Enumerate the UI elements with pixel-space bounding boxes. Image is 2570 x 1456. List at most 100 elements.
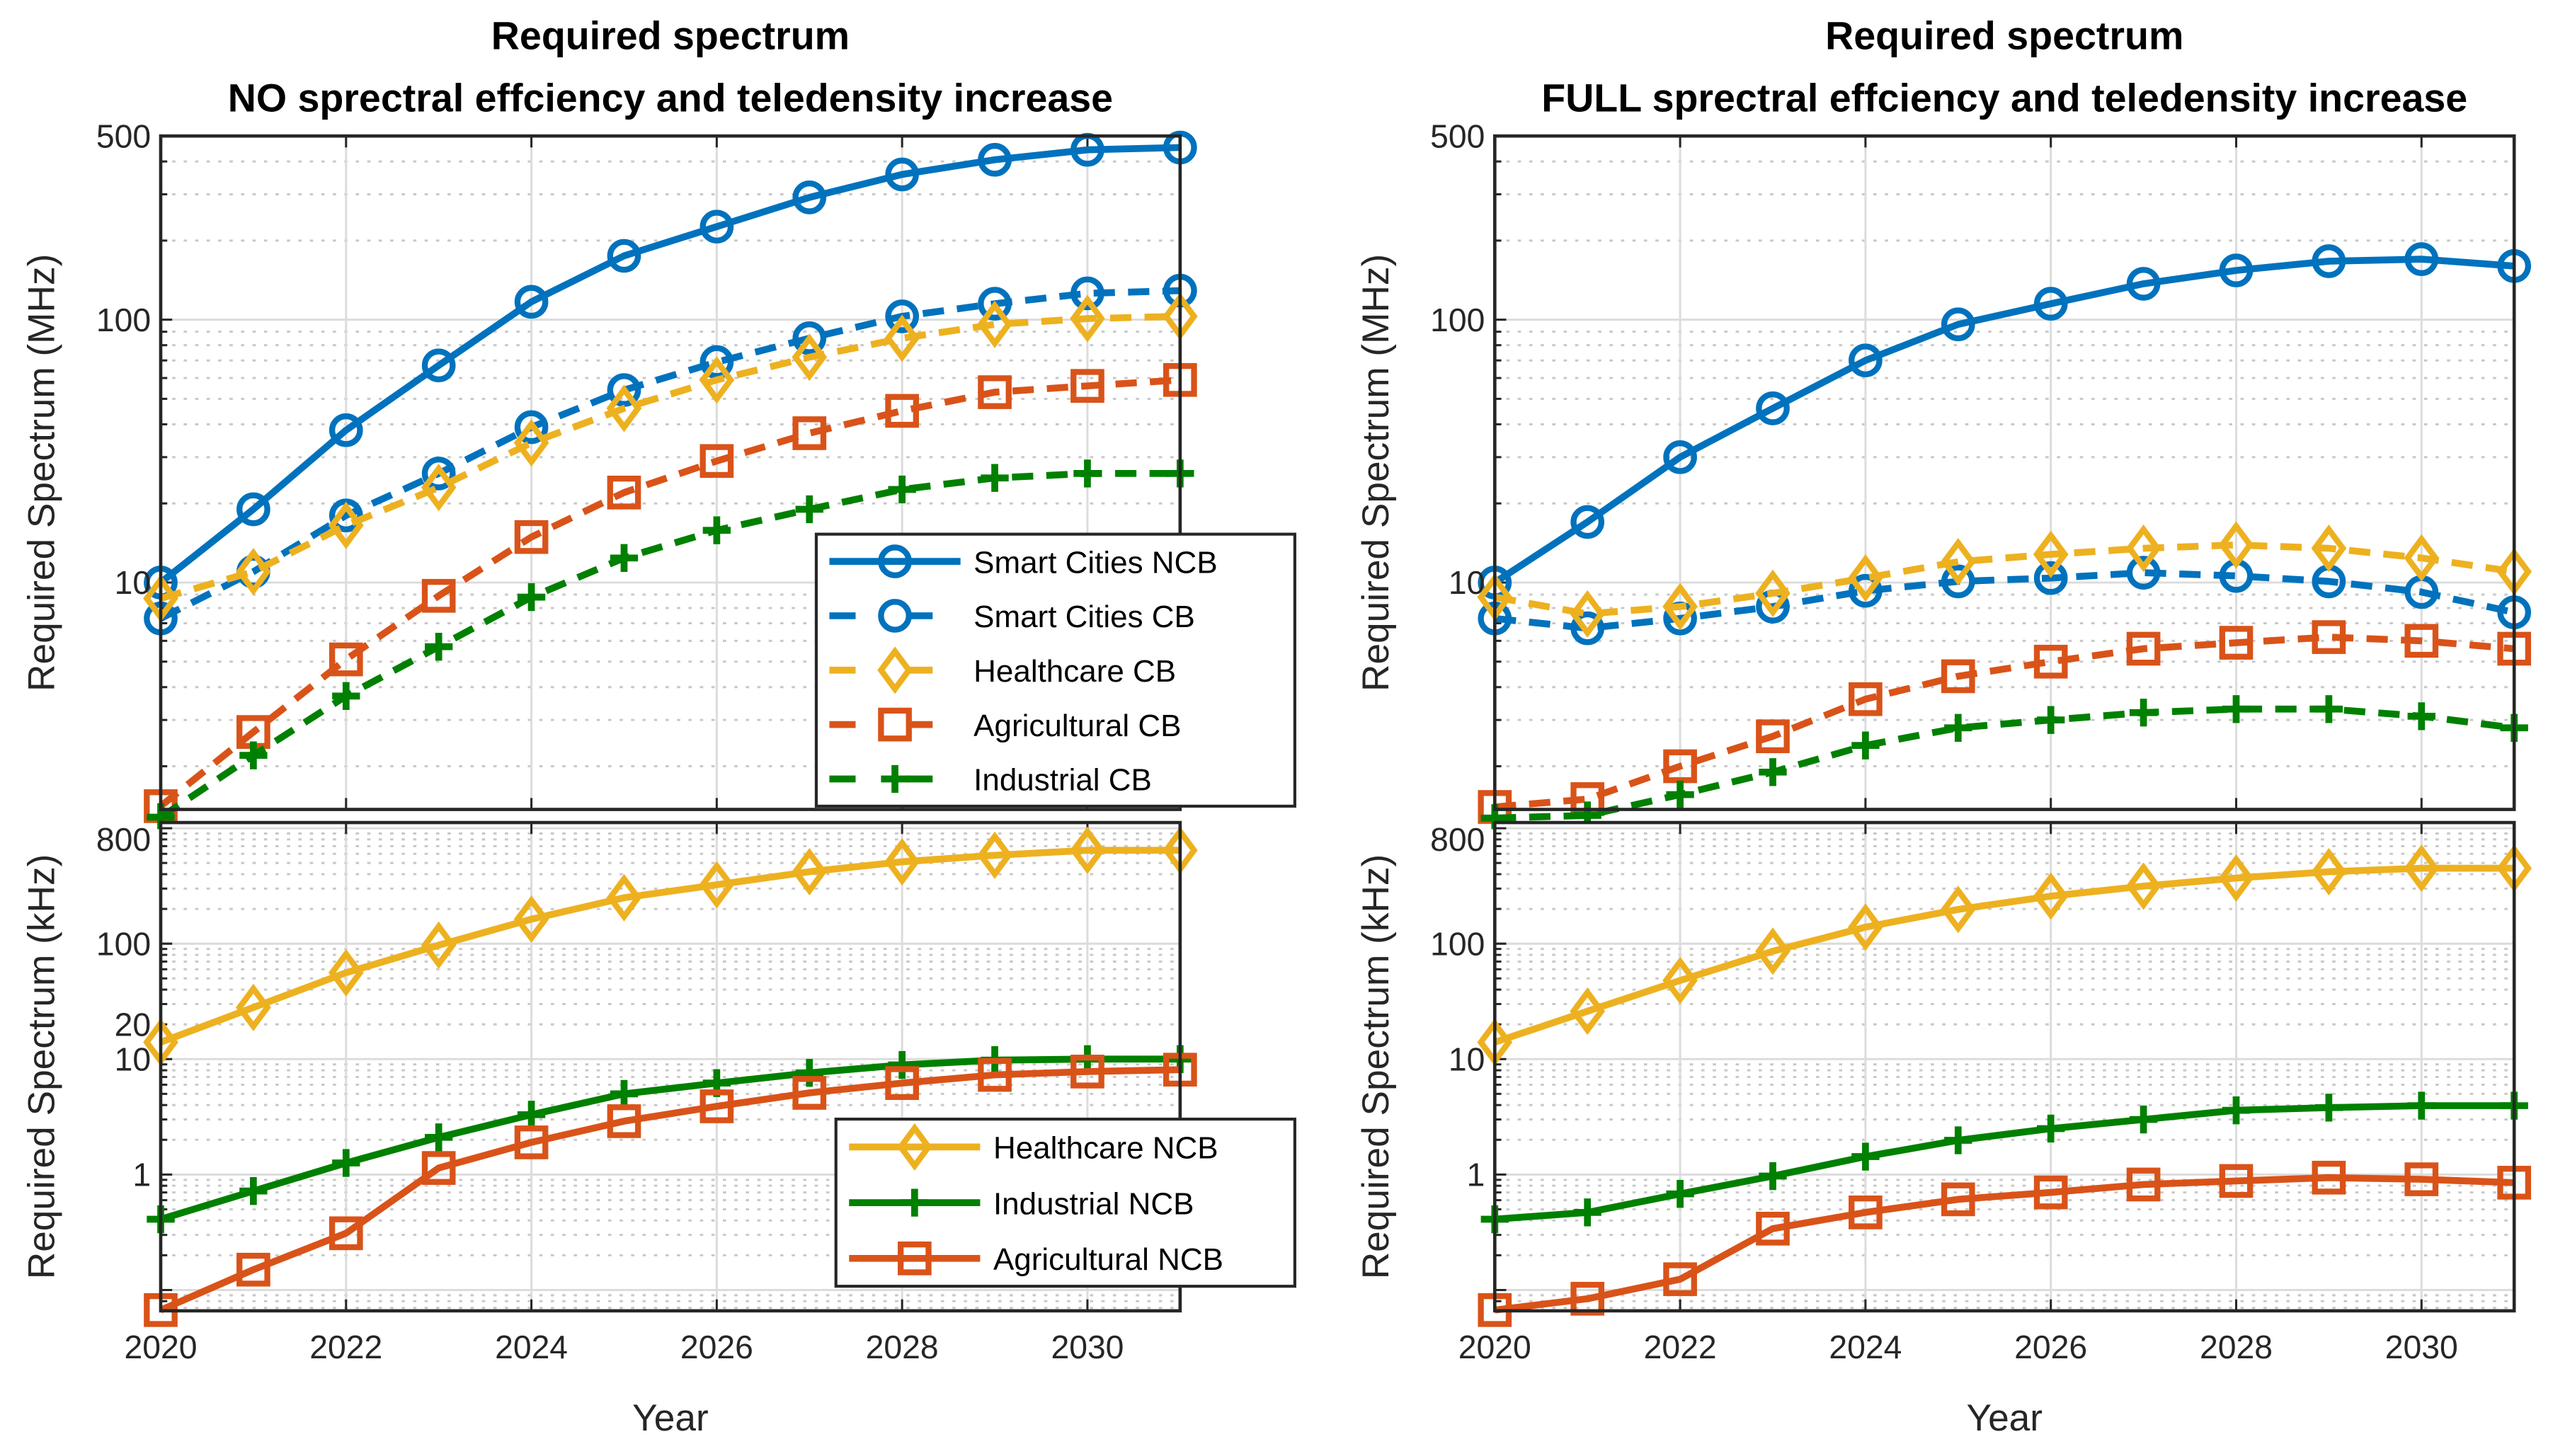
y-tick-label: 10 — [115, 1041, 151, 1077]
data-point-marker — [2125, 524, 2161, 573]
data-point-marker — [977, 300, 1012, 348]
data-point-marker — [328, 948, 364, 997]
axes-box — [1492, 134, 2516, 811]
legend-entry: Agricultural CB — [829, 707, 1181, 743]
legend-box — [814, 532, 1296, 808]
data-point-marker — [332, 682, 360, 711]
data-point-marker — [329, 1216, 363, 1251]
data-point-marker — [888, 475, 916, 504]
plot-area — [1495, 136, 2515, 810]
legend-label: Smart Cities CB — [973, 600, 1195, 634]
y-tick-label: 10 — [1449, 1041, 1485, 1077]
data-point-marker — [1849, 573, 1883, 608]
y-axis-label: Required Spectrum (MHz) — [1355, 254, 1397, 692]
data-point-marker — [2222, 695, 2251, 723]
legend-label: Agricultural CB — [973, 709, 1181, 743]
legend-entry: Healthcare NCB — [849, 1123, 1218, 1171]
data-point-marker — [1570, 611, 1605, 646]
subplot-left-top: 10 100 500 Required Spectrum (MHz) Smart Cit… — [21, 117, 1296, 830]
data-point-marker — [2407, 1091, 2435, 1120]
series-healthcare-ncb — [143, 826, 1198, 1067]
legend-entry: Smart Cities NCB — [829, 544, 1218, 580]
x-tick-label: 2020 — [1458, 1329, 1531, 1365]
x-axis-label: Year — [1966, 1397, 2043, 1439]
legend-entry: Industrial NCB — [849, 1186, 1194, 1221]
data-point-marker — [2219, 626, 2254, 660]
y-tick-label: 10 — [1449, 564, 1485, 601]
data-point-marker — [606, 384, 642, 432]
legend-entry: Healthcare CB — [829, 646, 1176, 694]
data-point-marker — [1851, 731, 1880, 759]
data-point-marker — [1848, 903, 1883, 951]
series-smart-cities-ncb — [144, 130, 1197, 600]
data-point-marker — [514, 285, 549, 319]
data-point-marker — [1941, 659, 1975, 694]
x-tick-label: 2024 — [1829, 1329, 1902, 1365]
data-point-marker — [2312, 244, 2346, 278]
data-point-marker — [1663, 749, 1697, 784]
data-point-marker — [699, 210, 734, 244]
data-point-marker — [332, 1149, 360, 1177]
left-panel-title-line1: Required spectrum — [491, 13, 850, 57]
legend-marker — [881, 764, 909, 793]
data-point-marker — [610, 544, 639, 572]
data-point-marker — [514, 410, 549, 445]
data-point-marker — [2404, 534, 2440, 582]
legend-entry: Smart Cities CB — [829, 599, 1195, 634]
data-point-marker — [792, 847, 828, 896]
data-point-marker — [1070, 294, 1105, 343]
data-point-marker — [2404, 242, 2439, 276]
data-point-marker — [1070, 276, 1104, 311]
data-point-marker — [977, 831, 1012, 879]
data-point-marker — [607, 239, 641, 273]
data-point-marker — [236, 1252, 270, 1287]
data-point-marker — [607, 1104, 641, 1138]
y-tick-label: 1 — [1467, 1157, 1485, 1193]
data-point-marker — [1849, 343, 1883, 378]
series-smart-cities-ncb — [1478, 242, 2532, 600]
data-point-marker — [795, 495, 823, 524]
data-point-marker — [329, 642, 363, 677]
x-tick-label: 2020 — [125, 1329, 198, 1365]
data-point-marker — [425, 1123, 453, 1152]
data-point-marker — [236, 983, 271, 1031]
series-industrial-cb — [1480, 695, 2528, 830]
axes-box — [159, 820, 1182, 1313]
data-point-marker — [421, 921, 457, 969]
legend-marker — [901, 1188, 929, 1217]
data-point-marker — [1756, 719, 1790, 754]
data-point-marker — [885, 394, 920, 428]
axes-box — [1492, 820, 2516, 1313]
series-healthcare-cb — [1477, 521, 2532, 638]
data-point-marker — [792, 416, 827, 450]
left-panel-title-line2: NO sprectral effciency and teledensity i… — [228, 76, 1113, 120]
data-point-marker — [1848, 554, 1883, 602]
series-agricultural-cb — [144, 362, 1197, 823]
legend-label: Smart Cities NCB — [973, 545, 1217, 580]
x-axis-label: Year — [632, 1397, 709, 1439]
data-point-marker — [1666, 1180, 1694, 1208]
y-tick-label: 800 — [96, 821, 151, 858]
plot-area — [1495, 822, 2515, 1311]
data-point-marker — [328, 501, 364, 549]
data-point-marker — [981, 464, 1009, 492]
data-point-marker — [2314, 695, 2343, 723]
data-point-marker — [421, 464, 457, 512]
data-point-marker — [2219, 1164, 2254, 1198]
data-point-marker — [1941, 1182, 1975, 1217]
legend-label: Healthcare NCB — [993, 1131, 1218, 1166]
legend-entry: Industrial CB — [829, 763, 1152, 798]
data-point-marker — [2404, 1162, 2439, 1196]
x-tick-label: 2022 — [309, 1329, 382, 1365]
data-point-marker — [2314, 1094, 2343, 1122]
data-point-marker — [2404, 624, 2439, 658]
data-point-marker — [421, 457, 456, 491]
x-tick-label: 2028 — [866, 1329, 939, 1365]
data-point-marker — [699, 1089, 734, 1123]
data-point-marker — [884, 837, 920, 886]
legend-marker — [896, 1123, 932, 1171]
legend-label: Healthcare CB — [973, 654, 1176, 689]
subplot-right-bottom: 1 10 100 800 2020 2022 2024 2026 2028 2030 Require… — [1355, 820, 2532, 1439]
series-line — [1494, 1102, 2515, 1223]
